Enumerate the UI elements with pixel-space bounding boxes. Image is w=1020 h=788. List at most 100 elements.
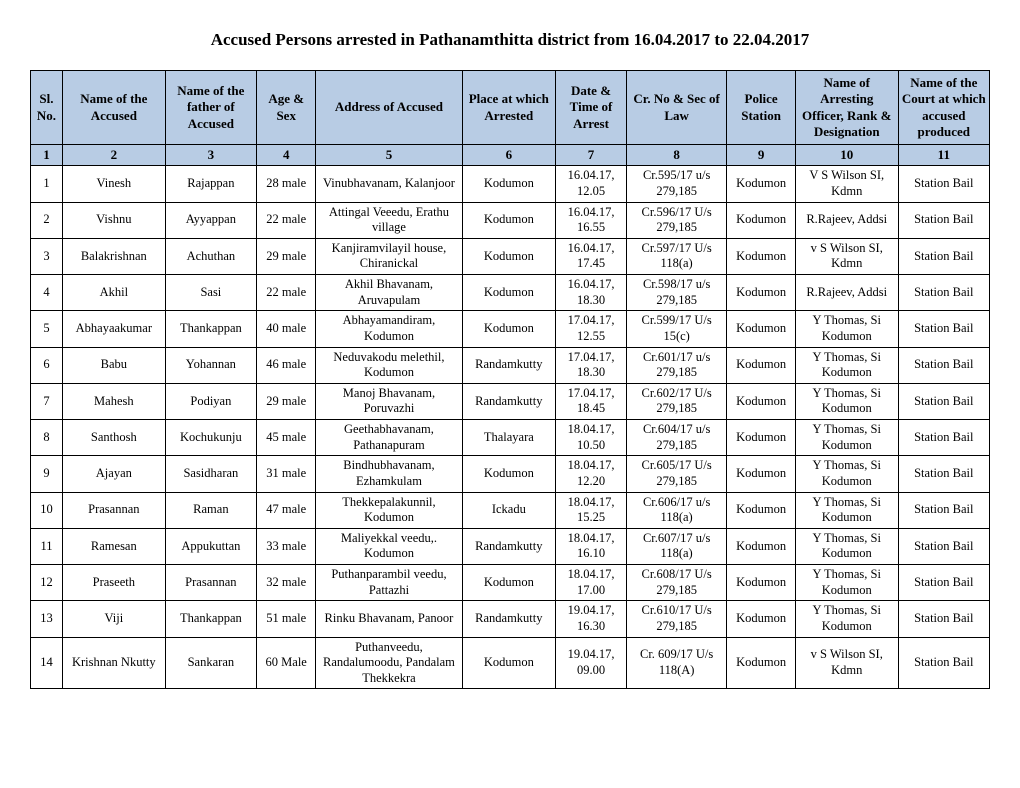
cell-father: Yohannan — [165, 347, 256, 383]
cell-date: 19.04.17, 09.00 — [556, 637, 627, 689]
table-row: 10PrasannanRaman47 maleThekkepalakunnil,… — [31, 492, 990, 528]
cell-cr: Cr.597/17 U/s 118(a) — [626, 238, 726, 274]
cell-ps: Kodumon — [727, 166, 796, 202]
col-off: Name of Arresting Officer, Rank & Design… — [795, 71, 898, 145]
col-addr: Address of Accused — [316, 71, 462, 145]
cell-sl: 5 — [31, 311, 63, 347]
cell-date: 17.04.17, 18.30 — [556, 347, 627, 383]
cell-sl: 11 — [31, 528, 63, 564]
table-row: 7MaheshPodiyan29 maleManoj Bhavanam, Por… — [31, 383, 990, 419]
cell-off: Y Thomas, Si Kodumon — [795, 420, 898, 456]
cell-age: 31 male — [257, 456, 316, 492]
col-cr: Cr. No & Sec of Law — [626, 71, 726, 145]
cell-addr: Puthanparambil veedu, Pattazhi — [316, 565, 462, 601]
cell-cr: Cr.606/17 u/s 118(a) — [626, 492, 726, 528]
cell-name: Krishnan Nkutty — [62, 637, 165, 689]
cell-addr: Bindhubhavanam, Ezhamkulam — [316, 456, 462, 492]
table-row: 8SanthoshKochukunju45 maleGeethabhavanam… — [31, 420, 990, 456]
cell-cr: Cr.598/17 u/s 279,185 — [626, 275, 726, 311]
cell-age: 45 male — [257, 420, 316, 456]
cell-off: R.Rajeev, Addsi — [795, 202, 898, 238]
cell-court: Station Bail — [898, 383, 989, 419]
table-row: 11RamesanAppukuttan33 maleMaliyekkal vee… — [31, 528, 990, 564]
cell-place: Randamkutty — [462, 601, 556, 637]
cell-addr: Neduvakodu melethil, Kodumon — [316, 347, 462, 383]
cell-court: Station Bail — [898, 565, 989, 601]
cell-ps: Kodumon — [727, 420, 796, 456]
cell-addr: Thekkepalakunnil, Kodumon — [316, 492, 462, 528]
col-sl: Sl. No. — [31, 71, 63, 145]
num-cell: 4 — [257, 145, 316, 166]
cell-court: Station Bail — [898, 311, 989, 347]
cell-place: Thalayara — [462, 420, 556, 456]
cell-cr: Cr.602/17 U/s 279,185 — [626, 383, 726, 419]
cell-addr: Manoj Bhavanam, Poruvazhi — [316, 383, 462, 419]
cell-place: Kodumon — [462, 565, 556, 601]
cell-date: 16.04.17, 12.05 — [556, 166, 627, 202]
cell-name: Vishnu — [62, 202, 165, 238]
table-row: 2VishnuAyyappan22 maleAttingal Veeedu, E… — [31, 202, 990, 238]
cell-court: Station Bail — [898, 601, 989, 637]
cell-ps: Kodumon — [727, 347, 796, 383]
cell-off: Y Thomas, Si Kodumon — [795, 565, 898, 601]
cell-addr: Attingal Veeedu, Erathu village — [316, 202, 462, 238]
table-row: 1VineshRajappan28 maleVinubhavanam, Kala… — [31, 166, 990, 202]
cell-court: Station Bail — [898, 347, 989, 383]
cell-place: Ickadu — [462, 492, 556, 528]
num-cell: 8 — [626, 145, 726, 166]
cell-addr: Vinubhavanam, Kalanjoor — [316, 166, 462, 202]
cell-cr: Cr.595/17 u/s 279,185 — [626, 166, 726, 202]
cell-court: Station Bail — [898, 275, 989, 311]
cell-sl: 2 — [31, 202, 63, 238]
cell-father: Sasidharan — [165, 456, 256, 492]
cell-date: 16.04.17, 18.30 — [556, 275, 627, 311]
cell-cr: Cr.604/17 u/s 279,185 — [626, 420, 726, 456]
cell-place: Kodumon — [462, 456, 556, 492]
cell-off: Y Thomas, Si Kodumon — [795, 383, 898, 419]
cell-father: Achuthan — [165, 238, 256, 274]
cell-date: 18.04.17, 17.00 — [556, 565, 627, 601]
num-cell: 2 — [62, 145, 165, 166]
cell-off: Y Thomas, Si Kodumon — [795, 528, 898, 564]
cell-court: Station Bail — [898, 456, 989, 492]
cell-cr: Cr. 609/17 U/s 118(A) — [626, 637, 726, 689]
cell-name: Ajayan — [62, 456, 165, 492]
cell-name: Abhayaakumar — [62, 311, 165, 347]
cell-date: 16.04.17, 16.55 — [556, 202, 627, 238]
cell-date: 18.04.17, 16.10 — [556, 528, 627, 564]
cell-court: Station Bail — [898, 420, 989, 456]
cell-date: 17.04.17, 18.45 — [556, 383, 627, 419]
cell-name: Vinesh — [62, 166, 165, 202]
cell-father: Ayyappan — [165, 202, 256, 238]
cell-addr: Maliyekkal veedu,. Kodumon — [316, 528, 462, 564]
num-cell: 11 — [898, 145, 989, 166]
cell-name: Balakrishnan — [62, 238, 165, 274]
cell-sl: 7 — [31, 383, 63, 419]
cell-date: 18.04.17, 12.20 — [556, 456, 627, 492]
cell-off: R.Rajeev, Addsi — [795, 275, 898, 311]
cell-sl: 3 — [31, 238, 63, 274]
cell-place: Kodumon — [462, 275, 556, 311]
cell-date: 18.04.17, 10.50 — [556, 420, 627, 456]
cell-off: Y Thomas, Si Kodumon — [795, 311, 898, 347]
cell-ps: Kodumon — [727, 565, 796, 601]
cell-ps: Kodumon — [727, 456, 796, 492]
cell-father: Thankappan — [165, 601, 256, 637]
header-row: Sl. No. Name of the Accused Name of the … — [31, 71, 990, 145]
cell-ps: Kodumon — [727, 528, 796, 564]
cell-date: 17.04.17, 12.55 — [556, 311, 627, 347]
table-row: 9AjayanSasidharan31 maleBindhubhavanam, … — [31, 456, 990, 492]
cell-place: Randamkutty — [462, 383, 556, 419]
cell-age: 33 male — [257, 528, 316, 564]
page-title: Accused Persons arrested in Pathanamthit… — [30, 30, 990, 50]
cell-ps: Kodumon — [727, 202, 796, 238]
cell-age: 29 male — [257, 238, 316, 274]
number-row: 1 2 3 4 5 6 7 8 9 10 11 — [31, 145, 990, 166]
cell-court: Station Bail — [898, 238, 989, 274]
cell-cr: Cr.601/17 u/s 279,185 — [626, 347, 726, 383]
cell-cr: Cr.610/17 U/s 279,185 — [626, 601, 726, 637]
cell-sl: 14 — [31, 637, 63, 689]
cell-addr: Rinku Bhavanam, Panoor — [316, 601, 462, 637]
cell-court: Station Bail — [898, 528, 989, 564]
cell-place: Randamkutty — [462, 347, 556, 383]
